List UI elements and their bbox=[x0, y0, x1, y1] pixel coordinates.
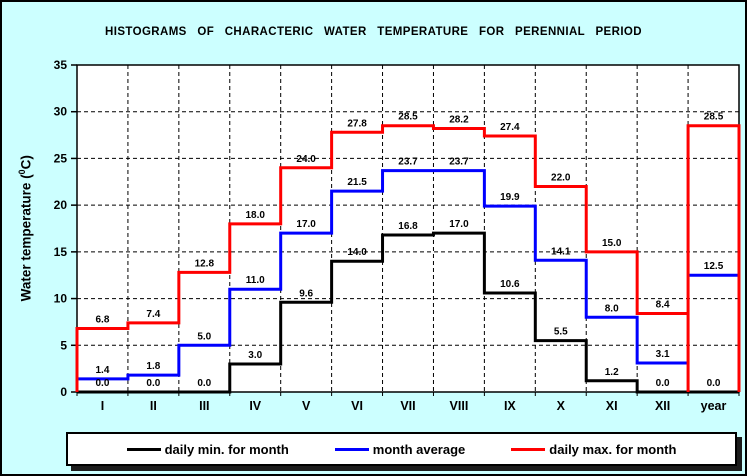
legend-label-month-average: month average bbox=[372, 441, 466, 457]
x-category-label: V bbox=[302, 399, 311, 413]
value-label: 27.4 bbox=[500, 122, 520, 133]
x-category-label: year bbox=[701, 399, 727, 413]
y-tick-label: 0 bbox=[60, 385, 67, 399]
x-category-label: III bbox=[199, 399, 209, 413]
x-category-label: IV bbox=[249, 399, 261, 413]
value-label: 16.8 bbox=[398, 221, 418, 232]
x-category-label: XI bbox=[606, 399, 618, 413]
value-label: 14.0 bbox=[347, 247, 367, 258]
value-label: 27.8 bbox=[347, 118, 367, 129]
series-line-0 bbox=[77, 231, 689, 394]
value-label: 3.0 bbox=[248, 350, 262, 361]
x-category-label: I bbox=[101, 399, 104, 413]
chart-title: HISTOGRAMS OF CHARACTERIC WATER TEMPERAT… bbox=[105, 26, 642, 38]
value-label: 11.0 bbox=[246, 275, 265, 286]
value-label: 8.4 bbox=[656, 300, 670, 311]
y-tick-label: 5 bbox=[60, 338, 67, 352]
x-category-label: VII bbox=[400, 399, 415, 413]
legend-item-month-average: month average bbox=[334, 441, 466, 457]
legend-line-daily-min bbox=[126, 447, 161, 451]
year-segment-max bbox=[686, 124, 741, 392]
series-line-1 bbox=[75, 169, 689, 392]
value-label: 0.0 bbox=[197, 378, 211, 389]
value-label: 8.0 bbox=[605, 303, 619, 314]
x-category-label: II bbox=[150, 399, 157, 413]
value-label: 17.0 bbox=[296, 219, 316, 230]
value-label: 19.9 bbox=[500, 192, 520, 203]
y-tick-label: 15 bbox=[54, 245, 68, 259]
value-label: 0.0 bbox=[656, 378, 670, 389]
x-category-label: VIII bbox=[450, 399, 469, 413]
value-label: 23.7 bbox=[449, 157, 469, 168]
value-label: 14.1 bbox=[551, 246, 571, 257]
value-label: 10.6 bbox=[500, 279, 520, 290]
value-label: 22.0 bbox=[551, 172, 571, 183]
value-label-year: 28.5 bbox=[704, 112, 724, 123]
value-label: 28.2 bbox=[449, 115, 469, 126]
y-tick-label: 25 bbox=[54, 151, 68, 165]
legend-item-daily-max: daily max. for month bbox=[511, 442, 676, 457]
value-label: 12.8 bbox=[195, 258, 215, 269]
value-label: 0.0 bbox=[96, 378, 110, 389]
value-label: 18.0 bbox=[245, 210, 265, 221]
legend-label-daily-min: daily min. for month bbox=[164, 441, 289, 457]
value-label: 5.5 bbox=[554, 327, 568, 338]
y-tick-label: 20 bbox=[54, 198, 68, 212]
legend-line-month-average bbox=[334, 447, 369, 451]
value-label: 5.0 bbox=[197, 331, 211, 342]
y-tick-label: 10 bbox=[54, 292, 68, 306]
value-label: 24.0 bbox=[296, 154, 316, 165]
x-category-label: X bbox=[557, 399, 566, 413]
legend-item-daily-min: daily min. for month bbox=[126, 441, 289, 457]
value-label: 28.5 bbox=[398, 112, 418, 123]
value-label: 3.1 bbox=[656, 349, 670, 360]
value-label: 17.0 bbox=[449, 219, 469, 230]
value-label-year: 12.5 bbox=[704, 261, 724, 272]
value-label: 23.7 bbox=[398, 157, 418, 168]
value-label: 6.8 bbox=[96, 314, 110, 325]
value-label-year: 0.0 bbox=[707, 378, 721, 389]
value-label: 21.5 bbox=[347, 177, 367, 188]
value-label: 7.4 bbox=[146, 309, 160, 320]
y-tick-label: 30 bbox=[54, 105, 68, 119]
value-label: 1.8 bbox=[146, 361, 160, 372]
value-label: 1.2 bbox=[605, 367, 619, 378]
x-category-label: XII bbox=[655, 399, 670, 413]
value-label: 9.6 bbox=[299, 288, 313, 299]
legend-line-daily-max bbox=[511, 447, 546, 451]
series-line-2 bbox=[75, 124, 689, 392]
legend-label-daily-max: daily max. for month bbox=[549, 441, 677, 457]
y-tick-label: 35 bbox=[54, 58, 68, 72]
legend: daily min. for month month average daily… bbox=[66, 432, 737, 466]
x-category-label: VI bbox=[351, 399, 363, 413]
x-category-label: IX bbox=[504, 399, 516, 413]
value-label: 0.0 bbox=[146, 378, 160, 389]
value-label: 15.0 bbox=[602, 238, 622, 249]
value-label: 1.4 bbox=[96, 365, 110, 376]
